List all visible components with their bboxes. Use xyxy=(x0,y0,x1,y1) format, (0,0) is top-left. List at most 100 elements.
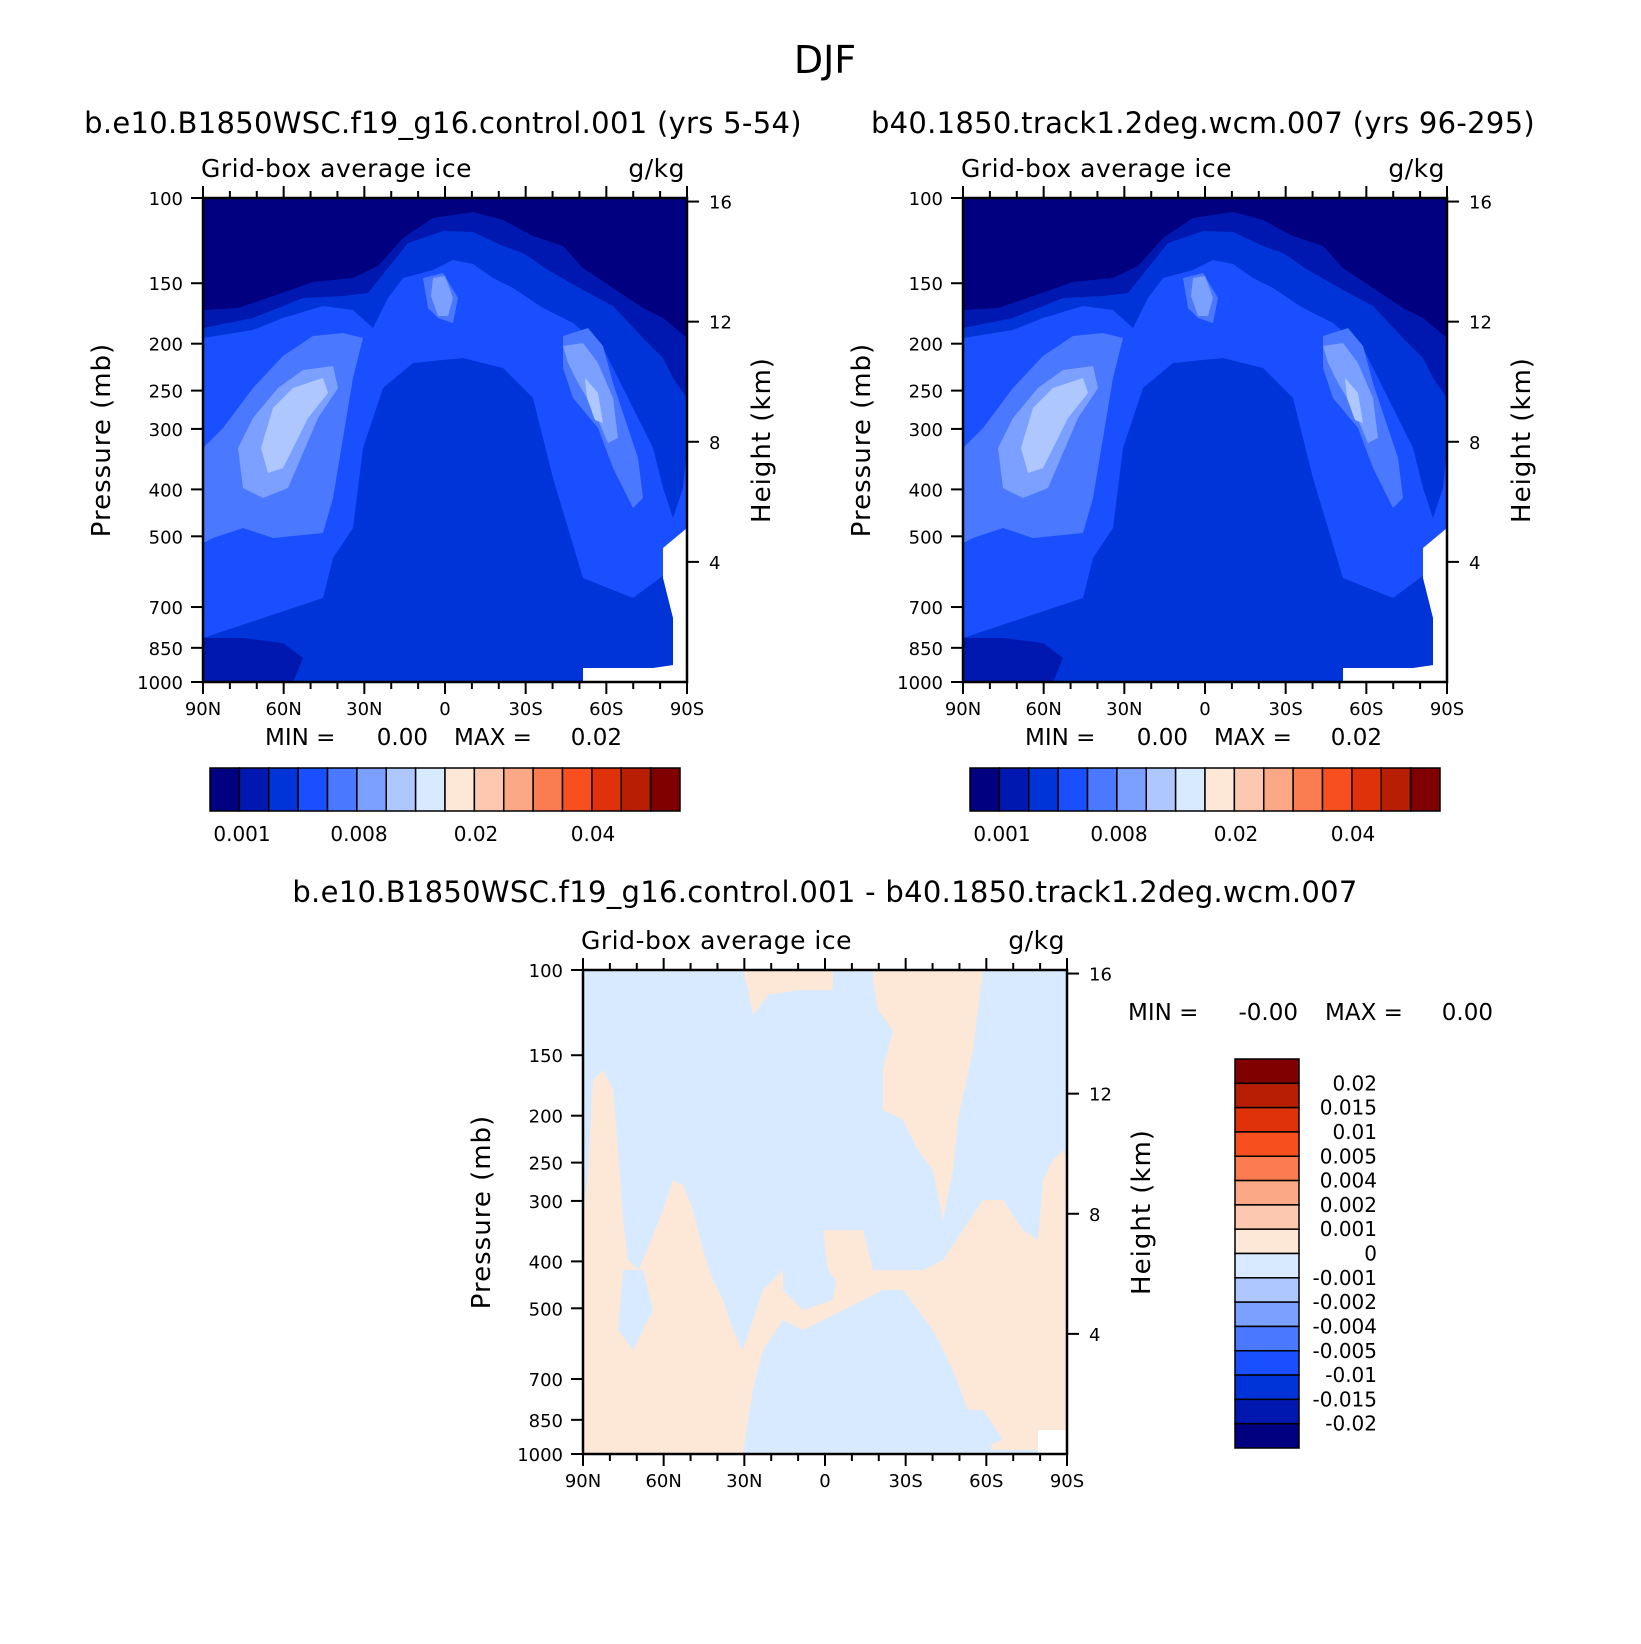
panel-2-x-tick-label: 60N xyxy=(1025,699,1061,720)
panel-3-colorbar-label: 0.005 xyxy=(1320,1144,1377,1168)
panel-3-x-tick-label: 30S xyxy=(888,1471,922,1492)
panel-1-x-tick-label: 30S xyxy=(508,699,542,720)
panel-2-height-tick-label: 12 xyxy=(1469,313,1492,334)
panel-3-pressure-tick-label: 850 xyxy=(529,1411,563,1432)
panel-1-min-label: MIN = xyxy=(265,725,335,751)
panel-1-pressure-tick-label: 400 xyxy=(149,480,183,501)
panel-1-max-value: 0.02 xyxy=(571,725,622,751)
panel-1-variable-label: Grid-box average ice xyxy=(201,154,472,183)
panel-1-x-tick-label: 60S xyxy=(589,699,623,720)
panel-2-pressure-tick-label: 500 xyxy=(909,527,943,548)
panel-3-minmax: MIN = -0.00 MAX = 0.00 xyxy=(1128,1000,1493,1026)
panel-3-contour-field xyxy=(583,970,1067,1454)
panel-3-colorbar-label: 0.01 xyxy=(1332,1120,1377,1144)
panel-3-units-label: g/kg xyxy=(1008,926,1065,955)
panel-2-units-label: g/kg xyxy=(1388,154,1445,183)
panel-1-contour-field xyxy=(203,198,687,682)
panel-1-minmax: MIN = 0.00 MAX = 0.02 xyxy=(265,725,622,751)
panel-3-title: b.e10.B1850WSC.f19_g16.control.001 - b40… xyxy=(292,875,1357,909)
panel-2-height-tick-label: 8 xyxy=(1469,433,1480,454)
panel-1-x-tick-label: 0 xyxy=(439,699,450,720)
colorbar-swatch xyxy=(1321,767,1353,812)
panel-3-min-value: -0.00 xyxy=(1238,1000,1298,1026)
colorbar-swatch xyxy=(1380,767,1412,812)
panel-3-colorbar-label: 0.015 xyxy=(1320,1096,1377,1120)
panel-1-colorbar-label: 0.008 xyxy=(330,822,387,846)
panel-1-x-tick-label: 60N xyxy=(265,699,301,720)
colorbar-swatch xyxy=(1234,1252,1300,1279)
colorbar-swatch xyxy=(414,767,446,812)
panel-2-x-tick-label: 0 xyxy=(1199,699,1210,720)
panel-1-pressure-tick-label: 850 xyxy=(149,639,183,660)
colorbar-swatch xyxy=(209,767,241,812)
panel-3-pressure-tick-label: 250 xyxy=(529,1154,563,1175)
panel-3-min-label: MIN = xyxy=(1128,1000,1198,1026)
colorbar-swatch xyxy=(385,767,417,812)
panel-1-colorbar-label: 0.04 xyxy=(571,822,616,846)
panel-3-colorbar-label: 0.004 xyxy=(1320,1169,1377,1193)
panel-1-pressure-tick-label: 1000 xyxy=(137,673,183,694)
colorbar-swatch xyxy=(649,767,681,812)
panel-2-pressure-tick-label: 100 xyxy=(909,189,943,210)
colorbar-swatch xyxy=(1028,767,1059,812)
colorbar-swatch xyxy=(532,767,564,812)
panel-3-max-value: 0.00 xyxy=(1442,1000,1493,1026)
panel-1-pressure-tick-label: 700 xyxy=(149,598,183,619)
colorbar-swatch xyxy=(998,767,1030,812)
panel-2: Grid-box average ice g/kg 90 xyxy=(897,154,1492,720)
panel-3-pressure-tick-label: 300 xyxy=(529,1192,563,1213)
panel-2-colorbar-label: 0.001 xyxy=(973,822,1030,846)
panel-3-colorbar-label: -0.002 xyxy=(1313,1290,1377,1314)
panel-1-ylabel: Pressure (mb) xyxy=(87,343,117,537)
figure-title: DJF xyxy=(794,38,856,82)
panel-2-x-tick-label: 90S xyxy=(1430,699,1464,720)
panel-2-height-tick-label: 16 xyxy=(1469,193,1492,214)
colorbar-swatch xyxy=(969,767,1001,812)
colorbar-swatch xyxy=(561,767,593,812)
panel-3-height-tick-label: 16 xyxy=(1089,965,1112,986)
colorbar-swatch xyxy=(1234,1277,1300,1303)
panel-1-pressure-tick-label: 200 xyxy=(149,335,183,356)
panel-1: Grid-box average ice g/kg 90 xyxy=(137,154,732,720)
panel-2-pressure-tick-label: 850 xyxy=(909,639,943,660)
panel-2-colorbar-label: 0.008 xyxy=(1090,822,1147,846)
colorbar-swatch xyxy=(1234,1131,1300,1157)
panel-2-x-tick-label: 60S xyxy=(1349,699,1383,720)
panel-1-height-tick-label: 4 xyxy=(709,553,720,574)
colorbar-swatch xyxy=(473,767,505,812)
panel-3-colorbar-label: -0.005 xyxy=(1313,1339,1377,1363)
panel-1-pressure-tick-label: 100 xyxy=(149,189,183,210)
panel-2-colorbar-label: 0.02 xyxy=(1214,822,1259,846)
panel-2-min-label: MIN = xyxy=(1025,725,1095,751)
panel-2-pressure-tick-label: 1000 xyxy=(897,673,943,694)
colorbar-swatch xyxy=(1174,767,1206,812)
colorbar-swatch xyxy=(444,767,476,812)
panel-3-x-tick-label: 30N xyxy=(726,1471,762,1492)
panel-2-pressure-tick-label: 300 xyxy=(909,420,943,441)
panel-3: Grid-box average ice g/kg 90N 60N 30N 0 30S 6… xyxy=(517,926,1112,1492)
colorbar-swatch xyxy=(1204,767,1236,812)
colorbar-swatch xyxy=(1233,767,1265,812)
panel-3-x-tick-label: 90S xyxy=(1050,1471,1084,1492)
panel-2-pressure-tick-label: 150 xyxy=(909,274,943,295)
panel-2-variable-label: Grid-box average ice xyxy=(961,154,1232,183)
panel-3-variable-label: Grid-box average ice xyxy=(581,926,852,955)
colorbar-swatch xyxy=(1234,1058,1300,1085)
panel-2-x-tick-label: 30N xyxy=(1106,699,1142,720)
panel-2-max-value: 0.02 xyxy=(1331,725,1382,751)
colorbar-swatch xyxy=(1234,1350,1300,1376)
panel-2-colorbar-label: 0.04 xyxy=(1331,822,1376,846)
colorbar-swatch xyxy=(356,767,387,812)
panel-2-title: b40.1850.track1.2deg.wcm.007 (yrs 96-295… xyxy=(871,106,1535,140)
colorbar-swatch xyxy=(1351,767,1382,812)
colorbar-swatch xyxy=(1057,767,1089,812)
panel-3-height-tick-label: 8 xyxy=(1089,1205,1100,1226)
colorbar-swatch xyxy=(268,767,299,812)
panel-3-colorbar-label: -0.02 xyxy=(1325,1412,1377,1436)
panel-3-colorbar-label: 0.02 xyxy=(1332,1071,1377,1095)
panel-3-x-tick-label: 60N xyxy=(645,1471,681,1492)
panel-2-ylabel: Pressure (mb) xyxy=(847,343,877,537)
colorbar-swatch xyxy=(1234,1204,1300,1230)
panel-1-pressure-tick-label: 500 xyxy=(149,527,183,548)
